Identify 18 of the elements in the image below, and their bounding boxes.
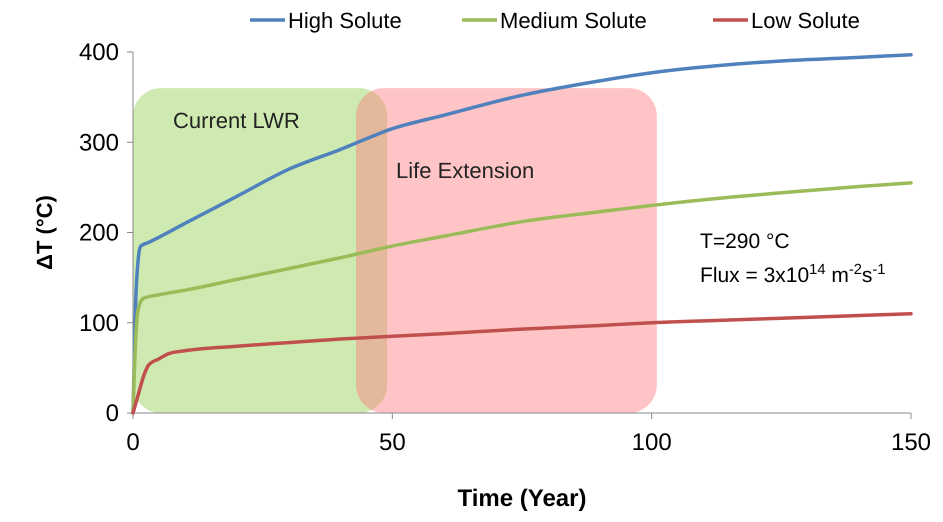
x-tick-label: 100 [632, 429, 672, 456]
x-tick-label: 50 [378, 429, 406, 456]
y-tick-label: 100 [78, 310, 119, 337]
y-axis-title: ΔT (°C) [32, 195, 57, 270]
y-tick-label: 0 [106, 400, 119, 427]
legend-label: Low Solute [751, 8, 860, 33]
y-tick-label: 400 [78, 39, 119, 66]
y-tick-label: 200 [78, 220, 119, 246]
x-tick-label: 0 [126, 429, 140, 456]
x-axis-title: Time (Year) [458, 485, 586, 512]
legend-label: High Solute [288, 8, 402, 33]
band-label: Current LWR [173, 108, 300, 134]
annotation: Flux = 3x10$^{14}$ m$^{-2}$s$^{-1}$ [700, 262, 886, 287]
annotation: T=290 °C [700, 230, 790, 253]
y-tick-label: 300 [78, 129, 119, 156]
band-label: Life Extension [396, 158, 534, 184]
x-tick-label: 150 [890, 429, 932, 456]
legend-label: Medium Solute [500, 8, 647, 33]
